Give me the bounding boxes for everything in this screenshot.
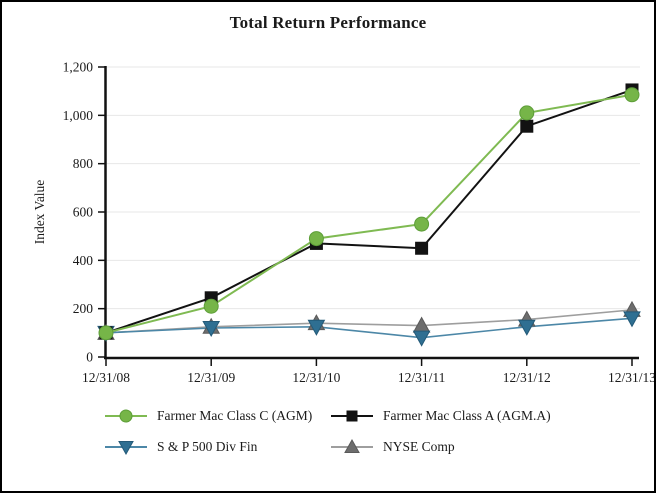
legend-item-sp500-div-fin: S & P 500 Div Fin [105,439,331,455]
circle-marker-icon [105,409,147,423]
legend-item-farmer-mac-class-c: Farmer Mac Class C (AGM) [105,408,331,424]
series-line-0 [105,93,633,334]
legend-label-farmer-mac-class-a: Farmer Mac Class A (AGM.A) [383,408,551,423]
y-tick-label: 400 [73,253,94,268]
legend-label-sp500-div-fin: S & P 500 Div Fin [157,439,258,454]
y-tick-label: 800 [73,156,94,171]
legend-swatch-marker [346,410,358,422]
series-marker-2 [517,319,536,336]
series-line-2 [105,317,633,339]
series-marker-0 [203,298,219,314]
square-marker-icon [331,410,373,422]
y-tick-label: 1,000 [63,108,94,123]
series-marker-0 [414,216,430,232]
x-tick-label: 12/31/10 [292,370,340,385]
series-marker-2 [623,311,641,328]
y-tick-label: 200 [73,301,94,316]
series-marker-0 [519,105,535,121]
chart-title: Total Return Performance [229,13,427,32]
triangle-up-marker-icon [331,439,373,453]
triangle-down-marker-icon [105,441,147,455]
legend-swatch-marker [119,409,133,423]
x-tick-label: 12/31/08 [82,370,130,385]
legend-swatch-marker [344,439,360,453]
series-marker-0 [308,231,324,247]
legend-swatch-marker [118,441,134,455]
y-tick-label: 1,200 [63,60,94,75]
series-line-3 [105,309,633,334]
series-marker-2 [412,330,431,347]
y-tick-label: 600 [73,205,94,220]
legend: Farmer Mac Class C (AGM) Farmer Mac Clas… [105,408,551,455]
series-marker-0 [624,87,640,103]
x-tick-label: 12/31/13 [608,370,656,385]
series-marker-1 [520,119,534,133]
series-marker-2 [307,319,326,336]
legend-item-nyse-comp: NYSE Comp [331,439,551,455]
y-tick-label: 0 [86,350,93,365]
series-marker-2 [202,321,221,338]
series-marker-0 [98,325,114,341]
legend-label-farmer-mac-class-c: Farmer Mac Class C (AGM) [157,408,313,423]
legend-item-farmer-mac-class-a: Farmer Mac Class A (AGM.A) [331,408,551,424]
series-line-1 [105,89,633,334]
series-marker-1 [415,241,429,255]
legend-label-nyse-comp: NYSE Comp [383,439,455,454]
x-tick-label: 12/31/11 [398,370,446,385]
x-tick-label: 12/31/12 [503,370,551,385]
x-tick-label: 12/31/09 [187,370,235,385]
